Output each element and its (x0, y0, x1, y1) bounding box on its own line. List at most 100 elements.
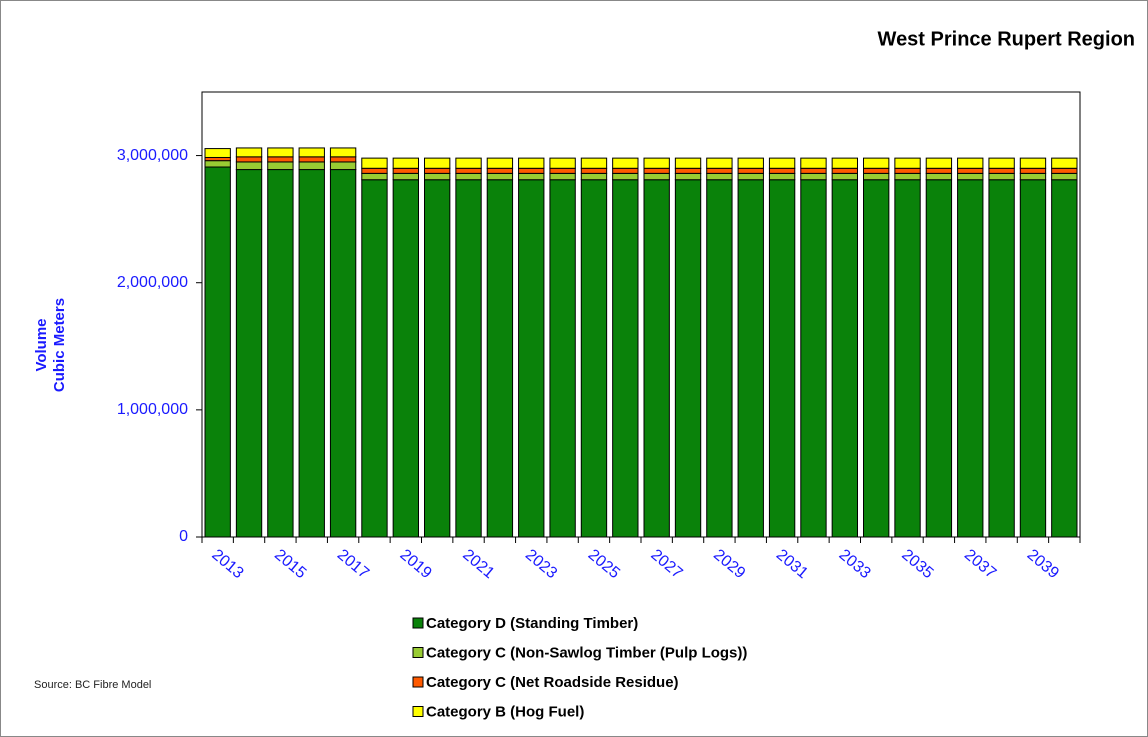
bar-segment (643, 157, 670, 169)
bar-segment (612, 179, 639, 538)
bar-segment (329, 161, 357, 171)
bar-segment (612, 172, 639, 181)
bar-segment (800, 157, 827, 169)
bar-segment (455, 172, 482, 181)
bar-segment (612, 167, 639, 174)
bar-segment (768, 172, 796, 181)
bar-segment (674, 167, 702, 174)
bar-segment (329, 169, 357, 538)
bar-segment (1051, 172, 1078, 181)
bar-segment (1051, 179, 1078, 538)
bar-segment (235, 161, 263, 171)
bar-segment (925, 167, 953, 174)
y-tick-label: 3,000,000 (117, 147, 188, 164)
bar-segment (235, 156, 263, 163)
bar-segment (204, 160, 231, 168)
bar-segment (580, 167, 608, 174)
bar-segment (831, 167, 859, 174)
y-label-line: Volume (33, 318, 50, 371)
bar-segment (674, 179, 702, 538)
bar-segment (361, 167, 388, 174)
bar-segment (1019, 172, 1047, 181)
bar-segment (706, 179, 733, 538)
legend-label: Category C (Net Roadside Residue) (426, 674, 679, 691)
bar-segment (831, 172, 859, 181)
bar-segment (486, 167, 514, 174)
bar-segment (298, 161, 325, 171)
bar-segment (706, 167, 733, 174)
bar-segment (329, 147, 357, 158)
bar-segment (706, 172, 733, 181)
bar-segment (392, 157, 419, 169)
bar-segment (1019, 167, 1047, 174)
bar-segment (1051, 167, 1078, 174)
bar-segment (768, 157, 796, 169)
bar-segment (518, 172, 545, 181)
bar-segment (361, 179, 388, 538)
bar-segment (800, 172, 827, 181)
bar-segment (298, 147, 325, 158)
bar-segment (392, 167, 419, 174)
bar-segment (204, 166, 231, 538)
bar-segment (643, 179, 670, 538)
bar-segment (267, 156, 294, 163)
bar-segment (768, 179, 796, 538)
bar-segment (424, 157, 451, 169)
legend-swatch (412, 676, 424, 688)
bar-segment (894, 167, 921, 174)
bar-segment (957, 179, 984, 538)
bar-segment (863, 179, 890, 538)
bar-segment (392, 172, 419, 181)
bar-segment (737, 167, 764, 174)
bar-segment (863, 167, 890, 174)
y-tick-label: 1,000,000 (117, 401, 188, 418)
bar-segment (486, 157, 514, 169)
bar-segment (988, 157, 1015, 169)
legend-swatch (412, 706, 424, 717)
bar-segment (518, 167, 545, 174)
source: Source: BC Fibre Model (34, 679, 151, 691)
bar-segment (424, 172, 451, 181)
bar-segment (768, 167, 796, 174)
bar-segment (988, 167, 1015, 174)
bar-segment (267, 161, 294, 171)
bar-segment (1019, 179, 1047, 538)
chart-title: West Prince Rupert Region (878, 28, 1135, 50)
bar-segment (894, 172, 921, 181)
bar-segment (580, 172, 608, 181)
bar-segment (925, 157, 953, 169)
bar-segment (549, 157, 576, 169)
legend-swatch (412, 617, 424, 629)
legend-label: Category B (Hog Fuel) (426, 703, 584, 720)
bar-segment (549, 167, 576, 174)
bar-segment (424, 179, 451, 538)
bar-segment (674, 157, 702, 169)
bar-segment (267, 169, 294, 538)
bar-segment (957, 167, 984, 174)
bar-segment (549, 172, 576, 181)
bar-segment (455, 179, 482, 538)
bar-segment (486, 179, 514, 538)
bar-segment (298, 156, 325, 163)
bar-segment (1051, 157, 1078, 169)
bar-segment (988, 179, 1015, 538)
bar-segment (455, 157, 482, 169)
bar-segment (925, 172, 953, 181)
legend-label: Category D (Standing Timber) (426, 615, 638, 632)
bar-segment (894, 157, 921, 169)
bar-segment (580, 179, 608, 538)
bar-segment (235, 147, 263, 158)
bar-segment (894, 179, 921, 538)
bar-segment (361, 172, 388, 181)
bar-segment (988, 172, 1015, 181)
bar-segment (863, 157, 890, 169)
bar-segment (267, 147, 294, 158)
bar-segment (831, 157, 859, 169)
bar-segment (518, 157, 545, 169)
bar-segment (643, 167, 670, 174)
bar-segment (957, 172, 984, 181)
bar-segment (486, 172, 514, 181)
bar-segment (737, 172, 764, 181)
bar-segment (518, 179, 545, 538)
bar-segment (863, 172, 890, 181)
